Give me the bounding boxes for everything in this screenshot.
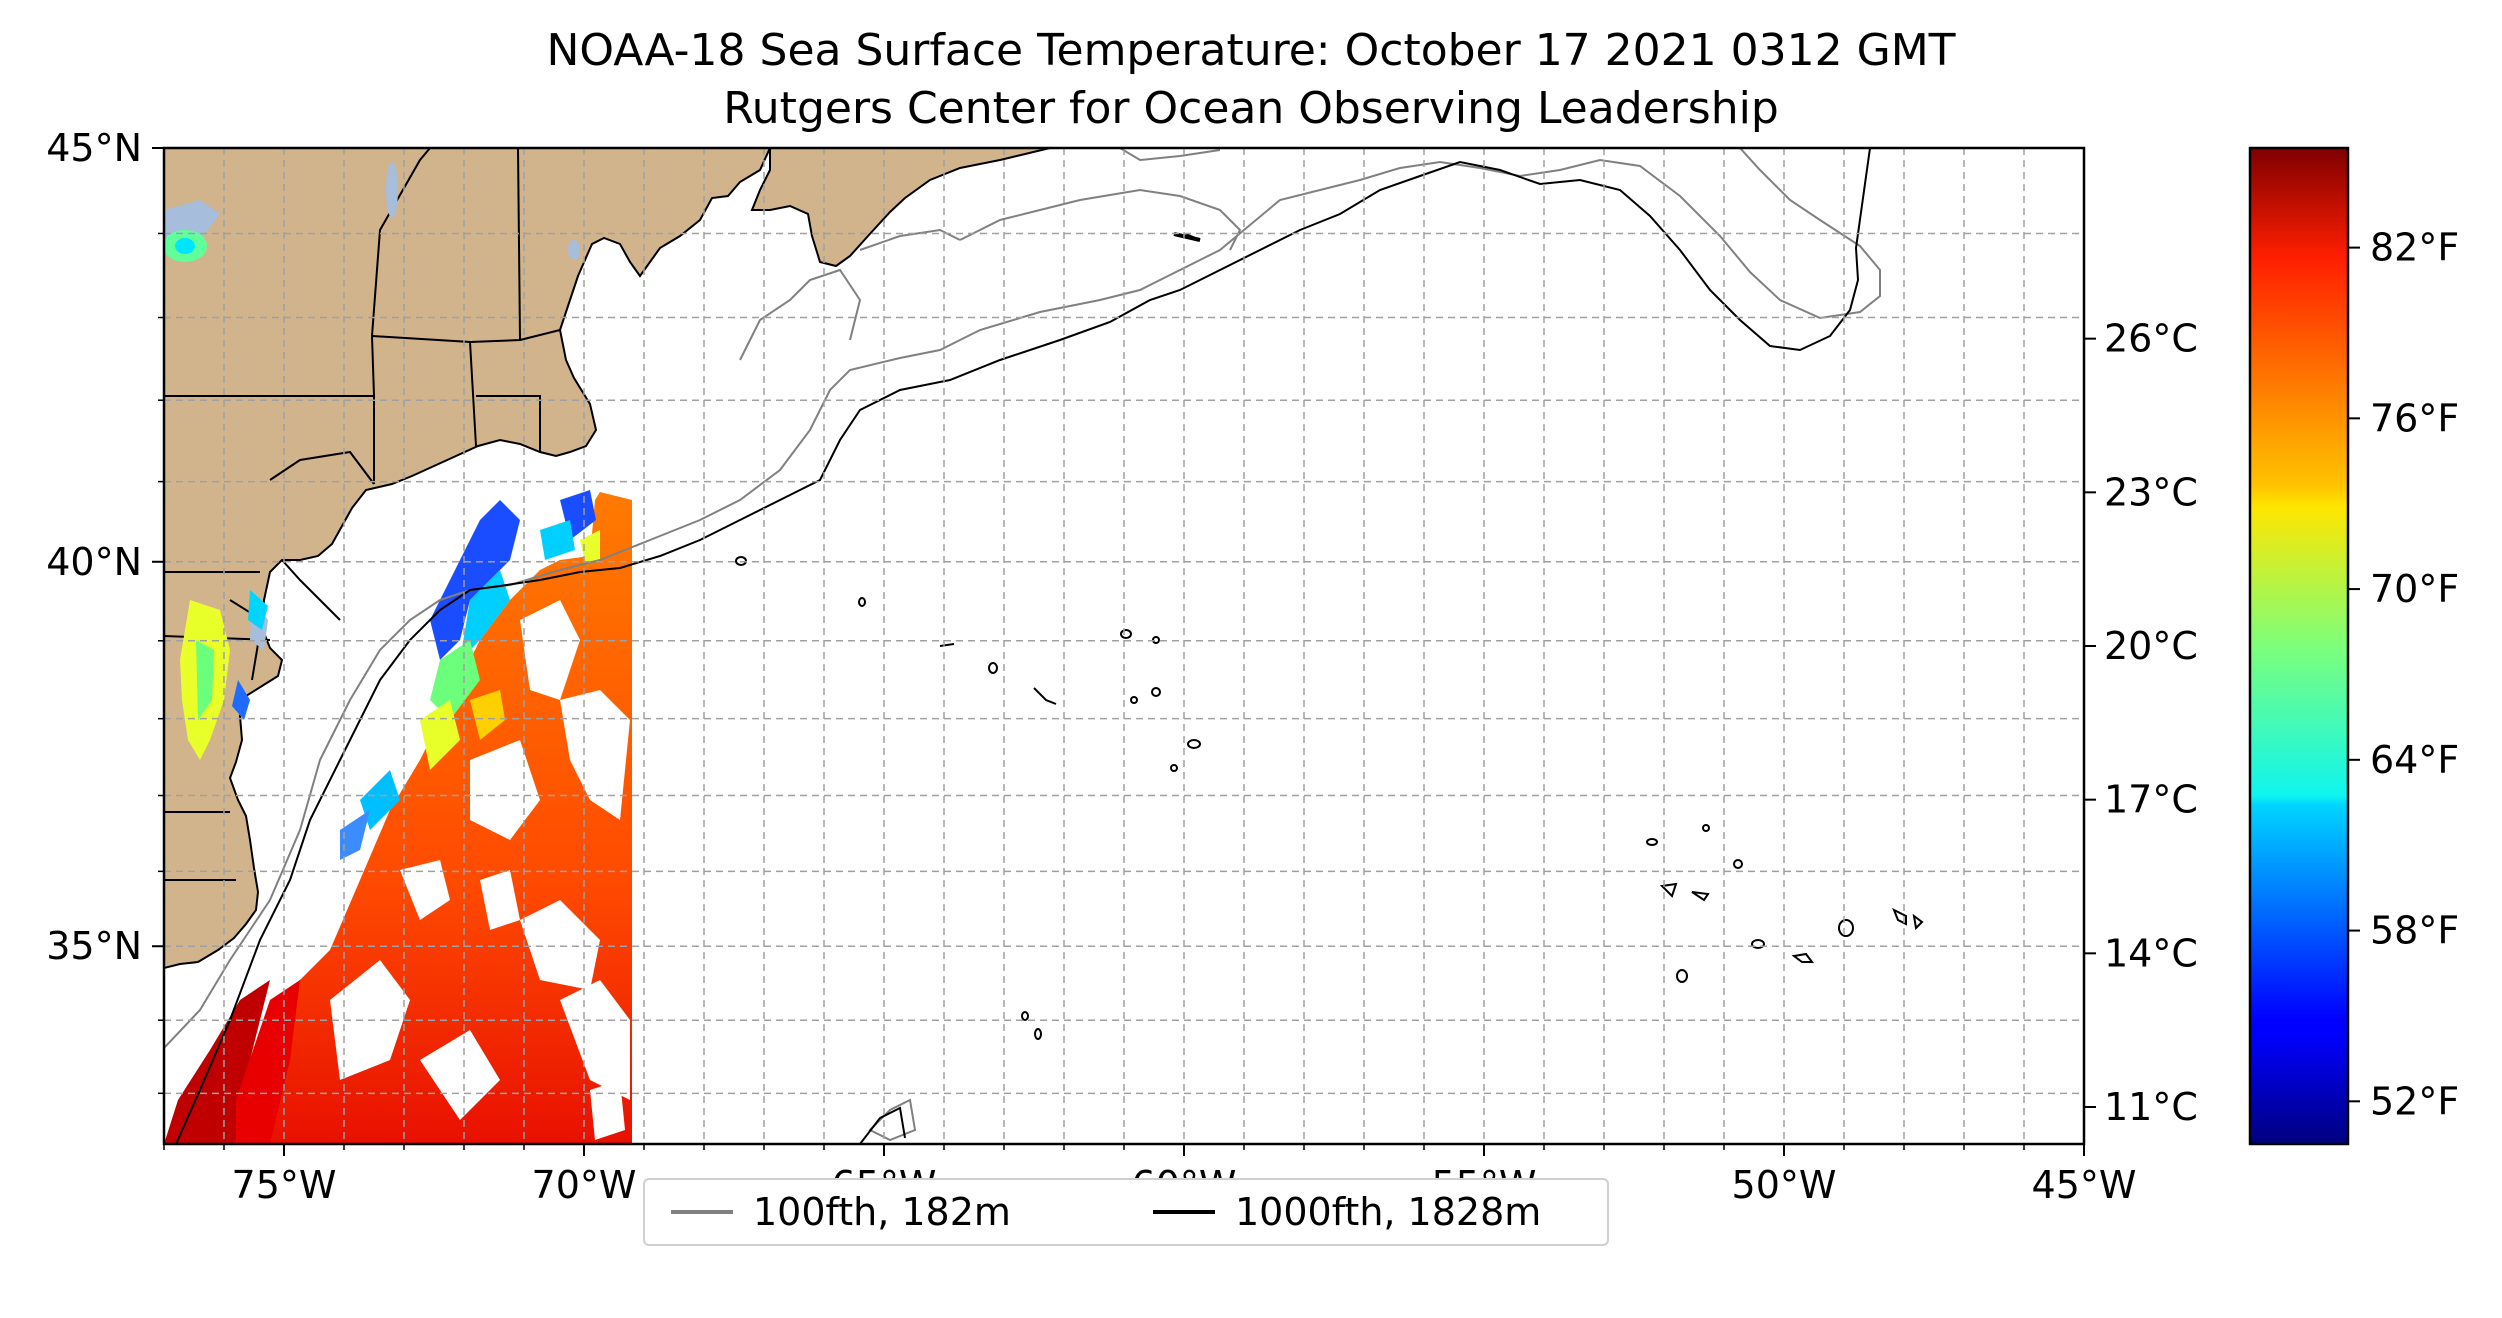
bathymetry-1000fth <box>175 148 1871 1144</box>
colorbar-ticks: 82°F 76°F 70°F 64°F 58°F 52°F 26°C 23°C 20°C 17°C… <box>2084 226 2459 1129</box>
sst-swath <box>164 490 632 1144</box>
graticule <box>164 148 2084 1144</box>
lat-tick-label: 35°N <box>46 924 142 968</box>
map-title: NOAA-18 Sea Surface Temperature: October… <box>546 25 1956 76</box>
colorbar-c-label: 17°C <box>2104 778 2198 822</box>
land-us-canada <box>164 148 772 970</box>
lon-tick-label: 75°W <box>232 1163 337 1207</box>
lat-tick-label: 40°N <box>46 540 142 584</box>
colorbar-c-label: 26°C <box>2104 317 2198 361</box>
colorbar-f-label: 70°F <box>2370 567 2459 611</box>
colorbar-c-label: 14°C <box>2104 931 2198 975</box>
colorbar-f-label: 64°F <box>2370 738 2459 782</box>
colorbar: 82°F 76°F 70°F 64°F 58°F 52°F 26°C 23°C 20°C 17°C… <box>2084 146 2459 1146</box>
chesapeake-sst <box>180 590 268 760</box>
map-axes: 75°W70°W65°W60°W55°W50°W45°W45°N40°N35°N <box>46 126 2136 1207</box>
legend-item-100fth: 100fth, 182m <box>671 1180 1011 1244</box>
legend: 100fth, 182m 1000fth, 1828m <box>643 1178 1609 1246</box>
colorbar-f-label: 76°F <box>2370 396 2459 440</box>
map-subtitle: Rutgers Center for Ocean Observing Leade… <box>723 83 1779 134</box>
legend-label-1000fth: 1000fth, 1828m <box>1235 1190 1542 1234</box>
colorbar-ramp <box>2248 146 2350 1146</box>
lat-tick-label: 45°N <box>46 126 142 170</box>
land-nova-scotia <box>750 148 1051 268</box>
colorbar-c-label: 23°C <box>2104 470 2198 514</box>
colorbar-c-label: 11°C <box>2104 1085 2198 1129</box>
lon-tick-label: 70°W <box>532 1163 637 1207</box>
legend-item-1000fth: 1000fth, 1828m <box>1153 1180 1541 1244</box>
colorbar-f-label: 82°F <box>2370 226 2459 270</box>
map-panel <box>164 148 2084 1144</box>
colorbar-f-label: 52°F <box>2370 1079 2459 1123</box>
legend-label-100fth: 100fth, 182m <box>753 1190 1011 1234</box>
lon-tick-label: 45°W <box>2032 1163 2137 1207</box>
legend-swatch-1000fth <box>1153 1210 1215 1214</box>
colorbar-c-label: 20°C <box>2104 624 2198 668</box>
legend-swatch-100fth <box>671 1210 733 1214</box>
colorbar-f-label: 58°F <box>2370 909 2459 953</box>
lon-tick-label: 50°W <box>1732 1163 1837 1207</box>
bathymetry-100fth <box>164 148 1881 1142</box>
